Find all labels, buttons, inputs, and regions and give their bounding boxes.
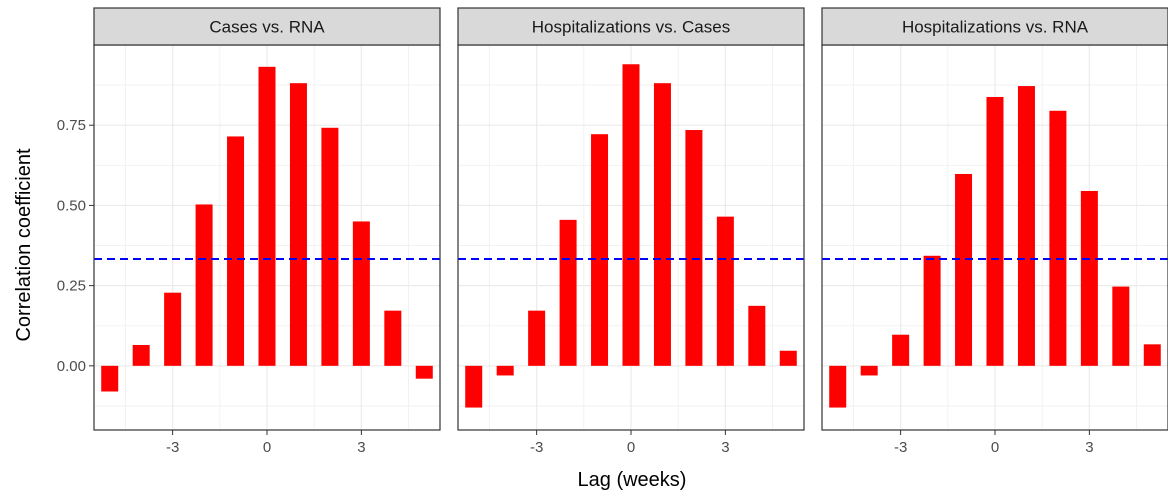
- x-tick-label: 3: [1085, 439, 1093, 456]
- x-tick-label: 0: [991, 439, 999, 456]
- bar: [748, 305, 766, 366]
- bar: [923, 255, 941, 366]
- bar: [132, 344, 150, 366]
- y-tick-label: 0.00: [57, 358, 86, 375]
- bar: [892, 334, 910, 366]
- x-axis-title: Lag (weeks): [578, 469, 687, 491]
- facet-strip: [821, 7, 1168, 46]
- bar: [164, 292, 182, 366]
- y-tick-label: 0.75: [57, 117, 86, 134]
- bar: [559, 219, 577, 366]
- x-tick-label: -3: [166, 439, 179, 456]
- x-tick-label: -3: [894, 439, 907, 456]
- facet-title: Hospitalizations vs. Cases: [532, 18, 730, 37]
- x-tick-label: 3: [721, 439, 729, 456]
- bar: [1112, 286, 1130, 366]
- bar: [415, 365, 433, 379]
- bar: [1080, 190, 1098, 366]
- bar: [986, 96, 1004, 366]
- y-tick-label: 0.50: [57, 197, 86, 214]
- bar: [496, 365, 514, 376]
- bar: [860, 365, 878, 376]
- x-tick-label: 3: [357, 439, 365, 456]
- bar: [1049, 110, 1067, 366]
- bar: [258, 66, 276, 366]
- x-tick-label: 0: [627, 439, 635, 456]
- y-axis-title: Correlation coefficient: [13, 148, 35, 342]
- bar: [227, 136, 245, 366]
- panel-1: Cases vs. RNA -3 0 3 0.00 0.25 0.50 0.75: [57, 7, 441, 456]
- bar: [829, 365, 847, 408]
- bar: [653, 83, 671, 366]
- facet-strip: [93, 7, 441, 46]
- bar: [195, 204, 213, 366]
- facet-title: Hospitalizations vs. RNA: [902, 18, 1089, 37]
- y-tick-label: 0.25: [57, 278, 86, 295]
- panel-2: Hospitalizations vs. Cases -3 0 3: [457, 7, 805, 456]
- bar: [622, 64, 640, 366]
- bar: [685, 130, 703, 366]
- facet-title: Cases vs. RNA: [209, 18, 325, 37]
- bar: [591, 134, 609, 366]
- bar: [779, 350, 797, 366]
- bar: [955, 173, 973, 366]
- bar: [1143, 344, 1161, 366]
- bar: [101, 365, 119, 392]
- bar: [321, 127, 339, 366]
- panel-3: Hospitalizations vs. RNA -3 0 3: [821, 7, 1168, 456]
- bar: [465, 365, 483, 408]
- bar: [384, 310, 402, 366]
- x-tick-label: 0: [263, 439, 271, 456]
- bar: [716, 216, 734, 366]
- bar: [1017, 86, 1035, 366]
- x-tick-label: -3: [530, 439, 543, 456]
- bar: [289, 83, 307, 366]
- bar: [528, 310, 546, 366]
- facet-strip: [457, 7, 805, 46]
- bar: [352, 221, 370, 366]
